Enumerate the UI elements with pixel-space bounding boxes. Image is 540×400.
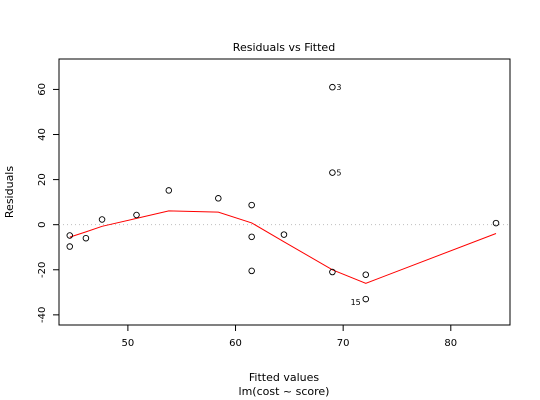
data-point [362, 295, 370, 303]
x-axis: 50 60 70 80 [122, 325, 457, 349]
x-tick-label: 60 [229, 338, 242, 349]
data-point [492, 219, 500, 227]
point-label-3: 3 [336, 83, 341, 92]
x-tick-label: 80 [444, 338, 457, 349]
y-tick-label: 20 [37, 173, 48, 186]
data-point [329, 83, 336, 91]
y-tick-label: -40 [37, 307, 48, 323]
data-point [66, 232, 74, 239]
data-point [133, 211, 140, 219]
point-label-15: 15 [351, 298, 361, 307]
data-point [248, 233, 255, 241]
lowess-smoother [69, 210, 497, 284]
smoother-line [69, 210, 497, 284]
y-axis: -40 -20 0 20 40 60 [37, 83, 59, 323]
data-point [66, 243, 74, 250]
point-label-5: 5 [336, 169, 341, 178]
point-labels: 3 5 15 [336, 83, 360, 307]
y-tick-label: 40 [37, 128, 48, 141]
model-formula-subtitle: lm(cost ~ score) [239, 385, 330, 398]
chart-title: Residuals vs Fitted [233, 41, 335, 54]
data-points [66, 83, 500, 303]
data-point [165, 187, 173, 194]
y-axis-label: Residuals [3, 166, 16, 218]
data-point [215, 195, 222, 202]
data-point [248, 201, 255, 209]
data-point [248, 267, 255, 275]
data-point [82, 234, 90, 242]
plot-frame [58, 58, 511, 326]
x-tick-label: 50 [122, 338, 135, 349]
x-axis-label: Fitted values [249, 371, 320, 384]
y-tick-label: 60 [37, 83, 48, 96]
y-tick-label: -20 [37, 262, 48, 278]
y-tick-label: 0 [37, 221, 48, 227]
data-point [362, 271, 370, 278]
data-point [329, 169, 336, 176]
data-point [280, 231, 288, 238]
data-point [329, 268, 336, 276]
data-point [98, 216, 106, 223]
x-tick-label: 70 [337, 338, 350, 349]
